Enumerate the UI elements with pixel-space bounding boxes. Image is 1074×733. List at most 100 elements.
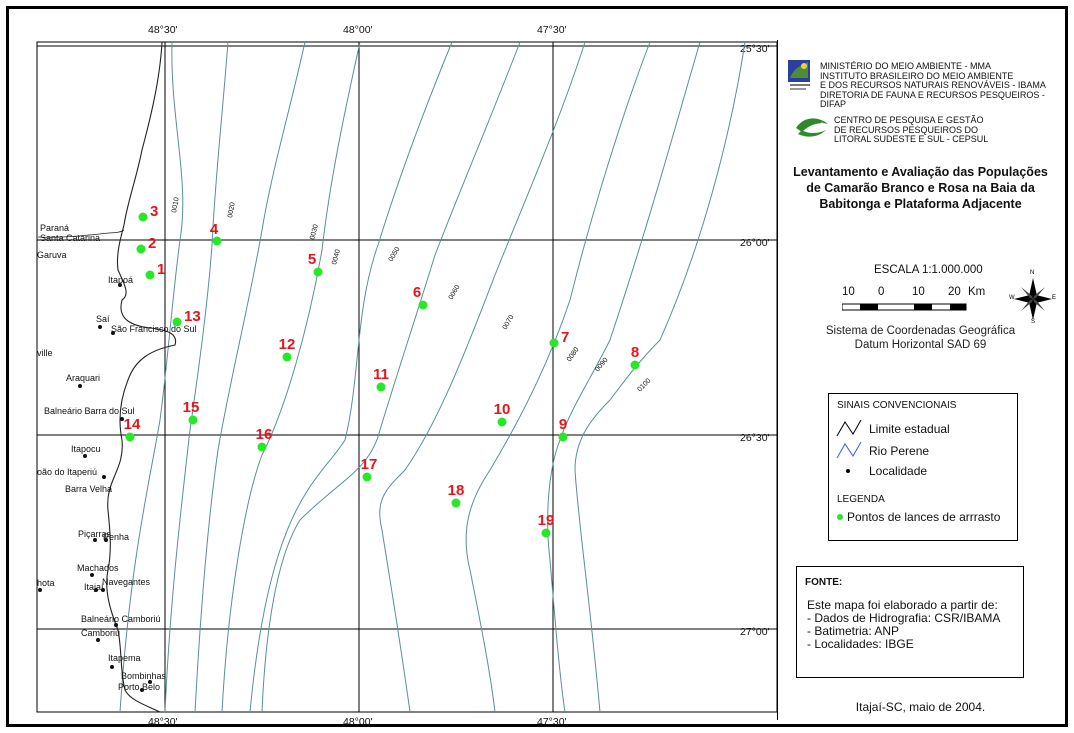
town-sai: Saí xyxy=(96,314,110,324)
coord-right-1: 25°30' xyxy=(740,43,770,55)
isobath-10 xyxy=(119,41,184,713)
isobath-label-80: 0080 xyxy=(566,346,581,363)
town-itapema: Itapema xyxy=(108,653,141,663)
trawl-point-label-13: 13 xyxy=(184,308,201,325)
town-sao-francisco: São Francisco do Sul xyxy=(111,324,197,334)
trawl-point-12 xyxy=(282,352,292,362)
trawl-point-14 xyxy=(125,432,135,442)
map-area-border xyxy=(36,41,778,713)
town-balneario-camboriu: Balneário Camboriú xyxy=(81,614,161,624)
trawl-point-label-17: 17 xyxy=(361,456,378,473)
trawl-point-17 xyxy=(362,472,372,482)
trawl-point-label-4: 4 xyxy=(210,221,219,238)
isobaths xyxy=(119,41,746,713)
trawl-point-symbol xyxy=(837,514,843,520)
legend-item-trawl-points: Pontos de lances de arrrasto xyxy=(847,510,1001,524)
isobath-label-20: 0020 xyxy=(227,202,237,219)
town-navegantes: Navegantes xyxy=(102,577,151,587)
legend-item-river: Rio Perene xyxy=(869,444,930,458)
trawl-point-label-2: 2 xyxy=(148,235,156,252)
coord-right-2: 26°00' xyxy=(740,237,770,249)
coord-right-3: 26°30' xyxy=(740,432,770,444)
isobath-90 xyxy=(547,41,701,713)
town-bombinhas: Bombinhas xyxy=(121,671,167,681)
coord-system-line-2: Datum Horizontal SAD 69 xyxy=(854,339,987,351)
trawl-point-label-16: 16 xyxy=(256,426,273,443)
cepsul-logo xyxy=(792,112,832,142)
legend-box: SINAIS CONVENCIONAIS Limite estadual Rio… xyxy=(828,393,1018,541)
compass-s: S xyxy=(1031,319,1036,325)
cepsul-line-2: DE RECURSOS PESQUEIROS DO xyxy=(834,124,979,135)
scale-tick-20: 20 xyxy=(948,286,961,298)
trawl-point-label-15: 15 xyxy=(183,399,200,416)
town-balneario-barra-do-sul: Balneário Barra do Sul xyxy=(44,406,135,416)
cepsul-line-3: LITORAL SUDESTE E SUL - CEPSUL xyxy=(834,134,989,144)
trawl-point-label-6: 6 xyxy=(413,284,421,301)
coord-bottom-2: 48°00' xyxy=(343,716,373,728)
source-line-2: - Dados de Hidrografia: CSR/IBAMA xyxy=(807,611,1001,625)
town-joao-do-itaperiu: oão do Itaperiú xyxy=(37,467,97,477)
town-machados: Machados xyxy=(77,563,119,573)
trawl-point-label-7: 7 xyxy=(561,329,569,346)
coord-bottom-3: 47°30' xyxy=(537,716,567,728)
town-ville: ville xyxy=(37,348,53,358)
side-panel: MINISTÉRIO DO MEIO AMBIENTE - MMA INSTIT… xyxy=(777,40,1062,720)
isobath-labels: 0010 0020 0030 0040 0050 0060 0070 0080 … xyxy=(171,197,652,394)
river-symbol xyxy=(836,441,862,459)
isobath-label-70: 0070 xyxy=(502,314,516,331)
source-line-3: - Batimetria: ANP xyxy=(807,624,900,638)
isobath-label-10: 0010 xyxy=(171,197,181,214)
source-header: FONTE: xyxy=(805,577,843,588)
coastline xyxy=(106,41,177,713)
isobath-70 xyxy=(379,41,586,713)
trawl-point-16 xyxy=(257,442,267,452)
state-label-parana: Paraná xyxy=(40,223,69,233)
agency-block-cepsul: CENTRO DE PESQUISA E GESTÃO DE RECURSOS … xyxy=(834,115,989,145)
trawl-point-18 xyxy=(451,498,461,508)
isobath-40 xyxy=(221,41,361,713)
state-boundary xyxy=(37,229,125,238)
title-line-2: de Camarão Branco e Rosa na Baia da xyxy=(806,181,1035,195)
source-lines: Este mapa foi elaborado a partir de: - D… xyxy=(807,599,1000,651)
scale-title: ESCALA 1:1.000.000 xyxy=(874,264,983,276)
town-barra-velha: Barra Velha xyxy=(65,484,112,494)
trawl-point-label-1: 1 xyxy=(157,261,165,278)
locality-symbol xyxy=(846,469,850,473)
trawl-point-4 xyxy=(212,236,222,246)
trawl-point-label-8: 8 xyxy=(631,344,639,361)
coord-right-4: 27°00' xyxy=(740,626,770,638)
isobath-80 xyxy=(465,41,651,713)
isobath-label-50: 0050 xyxy=(388,246,402,263)
scale-tick-10: 10 xyxy=(912,286,925,298)
trawl-point-label-11: 11 xyxy=(373,366,389,383)
isobath-50 xyxy=(249,41,453,713)
scale-tick-10-left: 10 xyxy=(842,286,855,298)
isobath-20 xyxy=(164,41,229,713)
coord-bottom-1: 48°30' xyxy=(148,716,178,728)
legend-header: SINAIS CONVENCIONAIS xyxy=(837,400,957,411)
footer-date: Itajaí-SC, maio de 2004. xyxy=(855,700,986,714)
trawl-point-label-10: 10 xyxy=(494,401,511,418)
scale-unit: Km xyxy=(968,286,986,298)
isobath-60 xyxy=(261,41,521,713)
town-picarras: Piçarras xyxy=(78,529,112,539)
trawl-point-11 xyxy=(376,382,386,392)
isobath-100 xyxy=(574,41,746,713)
coord-top-1: 48°30' xyxy=(148,24,178,36)
legend-item-state-limit: Limite estadual xyxy=(869,422,950,436)
isobath-label-40: 0040 xyxy=(331,249,342,266)
towns: Garuva Itapoá Saí São Francisco do Sul v… xyxy=(37,250,197,692)
trawl-point-label-3: 3 xyxy=(150,203,158,220)
isobath-30 xyxy=(194,41,306,713)
cepsul-line-1: CENTRO DE PESQUISA E GESTÃO xyxy=(834,115,984,125)
title-line-3: Babitonga e Plataforma Adjacente xyxy=(819,197,1022,211)
scale-tick-0: 0 xyxy=(878,286,885,298)
map-title: Levantamento e Avaliação das Populações … xyxy=(778,164,1063,212)
town-garuva: Garuva xyxy=(37,250,67,260)
town-porto-belo: Porto Belo xyxy=(118,682,160,692)
coord-top-2: 48°00' xyxy=(343,24,373,36)
trawl-point-10 xyxy=(497,417,507,427)
town-hota: hota xyxy=(37,578,55,588)
coord-system-line-1: Sistema de Coordenadas Geográfica xyxy=(825,325,1016,337)
